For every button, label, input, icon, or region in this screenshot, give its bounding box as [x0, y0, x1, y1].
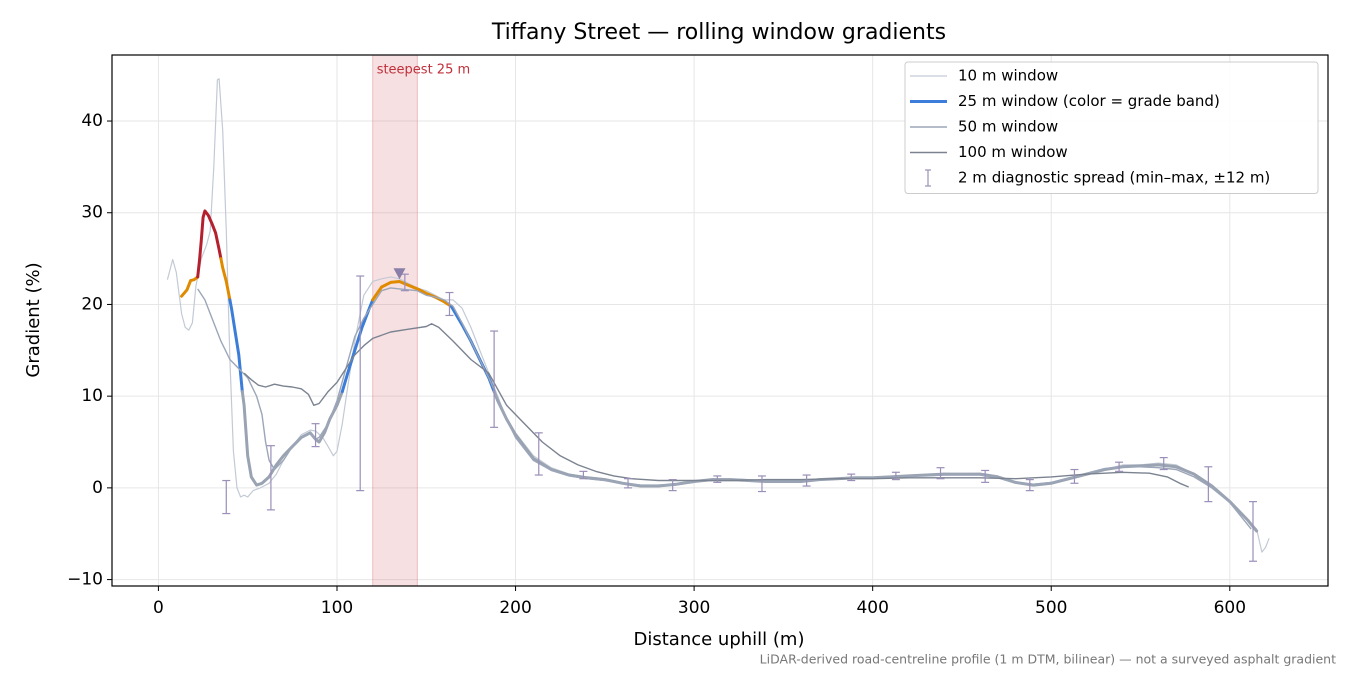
highlight-label: steepest 25 m	[377, 63, 470, 78]
line-segment	[219, 257, 232, 302]
line-segment	[180, 275, 200, 298]
x-tick-label: 200	[499, 598, 531, 618]
line-segment	[196, 209, 223, 279]
y-axis-label: Gradient (%)	[23, 262, 44, 377]
line	[197, 287, 1252, 530]
line	[243, 323, 1189, 488]
line-segment	[240, 390, 344, 487]
line-segment	[228, 298, 244, 394]
y-tick-label: 40	[81, 111, 103, 131]
footnote: LiDAR-derived road-centreline profile (1…	[760, 652, 1336, 667]
legend-label: 100 m window	[958, 143, 1068, 161]
y-tick-label: 30	[81, 203, 103, 223]
highlight-band	[372, 55, 418, 586]
x-tick-label: 400	[856, 598, 888, 618]
y-tick-label: 10	[81, 386, 103, 406]
plot-area	[166, 55, 1270, 586]
x-tick-label: 600	[1214, 598, 1246, 618]
y-tick-label: 20	[81, 294, 103, 314]
plot-frame	[111, 54, 1329, 587]
legend-label: 25 m window (color = grade band)	[958, 92, 1220, 110]
x-axis-label: Distance uphill (m)	[634, 629, 805, 650]
x-tick-label: 0	[153, 598, 164, 618]
chart-title: Tiffany Street — rolling window gradient…	[491, 20, 946, 45]
y-tick-label: 0	[92, 478, 103, 498]
legend-label: 50 m window	[958, 118, 1058, 136]
y-tick-label: −10	[67, 570, 103, 590]
legend-label: 2 m diagnostic spread (min–max, ±12 m)	[958, 169, 1270, 187]
line-segment	[371, 280, 453, 308]
legend-box	[904, 61, 1319, 194]
legend-label: 10 m window	[958, 67, 1058, 85]
line-segment	[340, 298, 375, 394]
steepest-marker	[393, 268, 406, 280]
x-tick-label: 500	[1035, 598, 1067, 618]
x-tick-label: 100	[321, 598, 353, 618]
x-tick-label: 300	[678, 598, 710, 618]
